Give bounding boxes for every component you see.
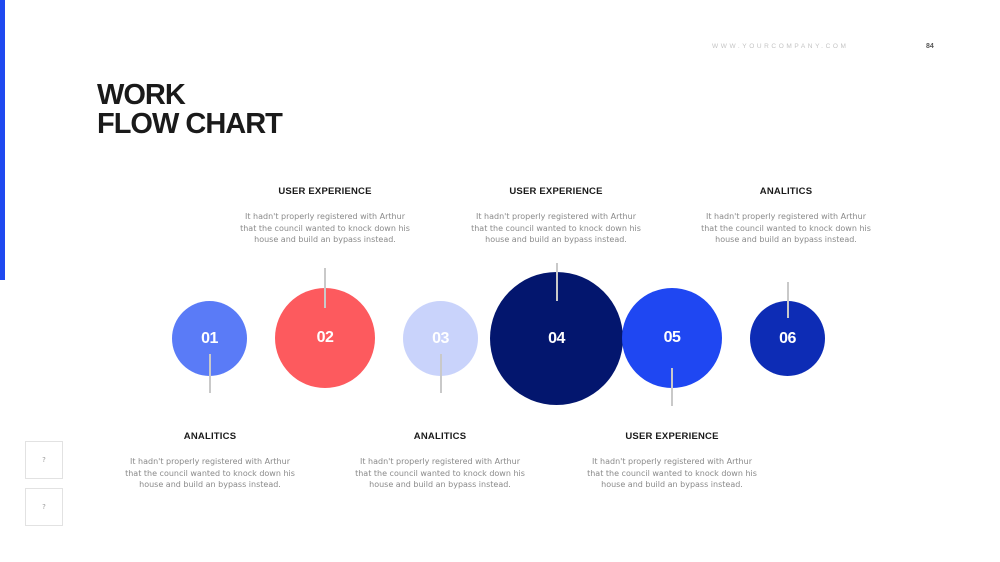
step-01-text-block: ANALITICS It hadn't properly registered …: [125, 431, 295, 491]
step-03-connector: [440, 354, 442, 393]
step-06-heading: ANALITICS: [759, 186, 813, 197]
missing-glyph-icon: ?: [42, 503, 46, 511]
step-05-number: 05: [663, 329, 681, 346]
step-01-connector: [209, 354, 211, 393]
page-title-line-1: WORK: [97, 79, 186, 111]
step-04-connector: [556, 263, 558, 301]
step-05-connector: [671, 368, 673, 406]
page-title-line-2: FLOW CHART: [97, 108, 283, 140]
prev-slide-button[interactable]: ?: [25, 441, 63, 479]
step-04-number: 04: [548, 329, 565, 347]
step-03-text-block: ANALITICS It hadn't properly registered …: [355, 431, 525, 491]
step-01-heading: ANALITICS: [183, 431, 237, 442]
step-02-number: 02: [316, 329, 334, 346]
missing-glyph-icon: ?: [42, 456, 46, 464]
step-03-number: 03: [432, 329, 449, 347]
step-02-heading: USER EXPERIENCE: [278, 186, 372, 197]
next-slide-button[interactable]: ?: [25, 488, 63, 526]
site-url: WWW.YOURCOMPANY.COM: [712, 43, 849, 50]
step-03-heading: ANALITICS: [413, 431, 467, 442]
step-05-description: It hadn't properly registered with Arthu…: [587, 457, 757, 489]
page-number: 84: [926, 43, 934, 50]
accent-bar: [0, 0, 5, 280]
page-title: WORK FLOW CHART: [97, 79, 283, 140]
step-03-description: It hadn't properly registered with Arthu…: [355, 457, 525, 489]
step-06-description: It hadn't properly registered with Arthu…: [701, 212, 871, 244]
step-02-text-block: USER EXPERIENCE It hadn't properly regis…: [240, 186, 410, 246]
step-04-heading: USER EXPERIENCE: [509, 186, 603, 197]
step-02-connector: [324, 268, 326, 308]
step-06-number: 06: [779, 329, 796, 347]
step-04-description: It hadn't properly registered with Arthu…: [471, 212, 641, 244]
step-05-heading: USER EXPERIENCE: [625, 431, 719, 442]
step-04-text-block: USER EXPERIENCE It hadn't properly regis…: [471, 186, 641, 246]
step-01-number: 01: [201, 329, 218, 347]
step-02-description: It hadn't properly registered with Arthu…: [240, 212, 410, 244]
step-06-text-block: ANALITICS It hadn't properly registered …: [701, 186, 871, 246]
step-06-connector: [787, 282, 789, 318]
step-05-text-block: USER EXPERIENCE It hadn't properly regis…: [587, 431, 757, 491]
step-01-description: It hadn't properly registered with Arthu…: [125, 457, 295, 489]
